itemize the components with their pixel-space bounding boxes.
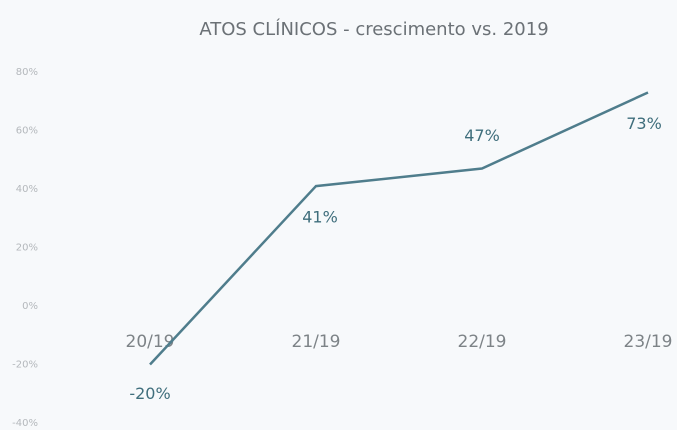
chart-title: ATOS CLÍNICOS - crescimento vs. 2019 xyxy=(199,18,548,40)
x-tick-label: 23/19 xyxy=(624,332,673,352)
y-tick-label: 20% xyxy=(16,243,38,254)
data-label: 73% xyxy=(626,114,662,133)
y-tick-label: -40% xyxy=(12,418,38,429)
x-tick-label: 22/19 xyxy=(458,332,507,352)
y-tick-label: 60% xyxy=(16,126,38,137)
y-tick-label: 0% xyxy=(22,301,38,312)
y-tick-label: -20% xyxy=(12,360,38,371)
line xyxy=(149,91,649,366)
data-label: 47% xyxy=(464,126,500,145)
x-tick-label: 21/19 xyxy=(292,332,341,352)
x-tick-label: 20/19 xyxy=(126,332,175,352)
data-label: 41% xyxy=(302,208,338,227)
data-label: -20% xyxy=(129,384,170,403)
y-tick-label: 40% xyxy=(16,184,38,195)
y-tick-label: 80% xyxy=(16,67,38,78)
